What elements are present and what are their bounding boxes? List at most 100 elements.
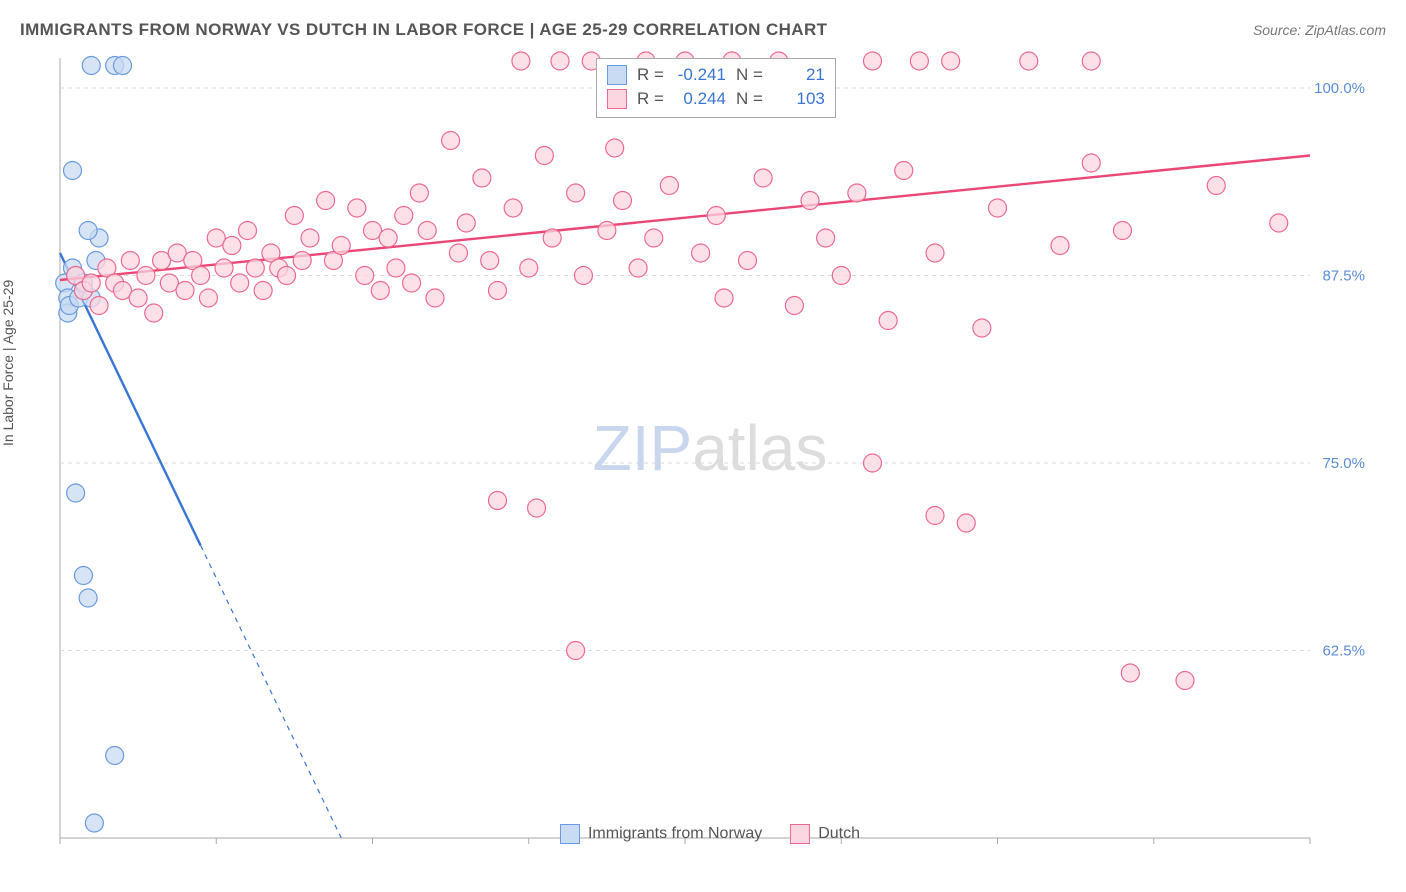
data-point <box>504 199 522 217</box>
data-point <box>520 259 538 277</box>
data-point <box>645 229 663 247</box>
r-label: R = <box>637 63 664 87</box>
data-point <box>926 507 944 525</box>
data-point <box>910 52 928 70</box>
data-point <box>895 162 913 180</box>
data-point <box>457 214 475 232</box>
chart-area: 62.5%75.0%87.5%100.0%0.0%80.0% ZIPatlas … <box>50 48 1370 848</box>
legend-item: Dutch <box>790 824 860 844</box>
n-label: N = <box>736 87 763 111</box>
legend-row: R =-0.241 N =21 <box>607 63 825 87</box>
series-legend: Immigrants from NorwayDutch <box>560 824 860 844</box>
data-point <box>74 567 92 585</box>
data-point <box>1207 177 1225 195</box>
data-point <box>348 199 366 217</box>
data-point <box>535 147 553 165</box>
data-point <box>145 304 163 322</box>
data-point <box>754 169 772 187</box>
x-min-label: 0.0% <box>58 847 92 848</box>
data-point <box>614 192 632 210</box>
chart-header: IMMIGRANTS FROM NORWAY VS DUTCH IN LABOR… <box>20 20 1386 40</box>
r-label: R = <box>637 87 664 111</box>
data-point <box>90 297 108 315</box>
legend-row: R =0.244N =103 <box>607 87 825 111</box>
data-point <box>574 267 592 285</box>
data-point <box>176 282 194 300</box>
data-point <box>114 57 132 75</box>
legend-swatch <box>790 824 810 844</box>
data-point <box>395 207 413 225</box>
data-point <box>192 267 210 285</box>
data-point <box>848 184 866 202</box>
data-point <box>403 274 421 292</box>
data-point <box>692 244 710 262</box>
data-point <box>660 177 678 195</box>
y-axis-label: In Labor Force | Age 25-29 <box>0 280 16 446</box>
data-point <box>989 199 1007 217</box>
n-label: N = <box>736 63 763 87</box>
data-point <box>106 747 124 765</box>
data-point <box>512 52 530 70</box>
data-point <box>239 222 257 240</box>
data-point <box>215 259 233 277</box>
r-value: -0.241 <box>670 63 726 87</box>
data-point <box>254 282 272 300</box>
data-point <box>231 274 249 292</box>
data-point <box>67 484 85 502</box>
data-point <box>426 289 444 307</box>
legend-label: Dutch <box>818 825 860 843</box>
svg-text:75.0%: 75.0% <box>1322 455 1365 472</box>
data-point <box>371 282 389 300</box>
n-value: 21 <box>769 63 825 87</box>
data-point <box>957 514 975 532</box>
data-point <box>1051 237 1069 255</box>
data-point <box>926 244 944 262</box>
data-point <box>551 52 569 70</box>
data-point <box>301 229 319 247</box>
correlation-legend: R =-0.241 N =21R =0.244N =103 <box>596 58 836 118</box>
data-point <box>739 252 757 270</box>
legend-swatch <box>607 89 627 109</box>
data-point <box>449 244 467 262</box>
data-point <box>64 162 82 180</box>
data-point <box>85 814 103 832</box>
data-point <box>801 192 819 210</box>
data-point <box>817 229 835 247</box>
svg-text:62.5%: 62.5% <box>1322 643 1365 660</box>
legend-swatch <box>560 824 580 844</box>
data-point <box>1082 154 1100 172</box>
data-point <box>567 184 585 202</box>
data-point <box>1114 222 1132 240</box>
data-point <box>332 237 350 255</box>
legend-swatch <box>607 65 627 85</box>
n-value: 103 <box>769 87 825 111</box>
data-point <box>121 252 139 270</box>
data-point <box>278 267 296 285</box>
data-point <box>629 259 647 277</box>
data-point <box>137 267 155 285</box>
chart-title: IMMIGRANTS FROM NORWAY VS DUTCH IN LABOR… <box>20 20 827 40</box>
data-point <box>79 222 97 240</box>
svg-text:87.5%: 87.5% <box>1322 268 1365 285</box>
data-point <box>606 139 624 157</box>
data-point <box>442 132 460 150</box>
data-point <box>387 259 405 277</box>
data-point <box>129 289 147 307</box>
data-point <box>598 222 616 240</box>
data-point <box>473 169 491 187</box>
data-point <box>1082 52 1100 70</box>
data-point <box>223 237 241 255</box>
svg-text:100.0%: 100.0% <box>1314 80 1365 97</box>
source-label: Source: ZipAtlas.com <box>1253 22 1386 38</box>
data-point <box>715 289 733 307</box>
data-point <box>879 312 897 330</box>
data-point <box>973 319 991 337</box>
data-point <box>317 192 335 210</box>
data-point <box>864 52 882 70</box>
data-point <box>356 267 374 285</box>
x-max-label: 80.0% <box>1322 847 1365 848</box>
data-point <box>481 252 499 270</box>
data-point <box>82 274 100 292</box>
data-point <box>418 222 436 240</box>
data-point <box>707 207 725 225</box>
